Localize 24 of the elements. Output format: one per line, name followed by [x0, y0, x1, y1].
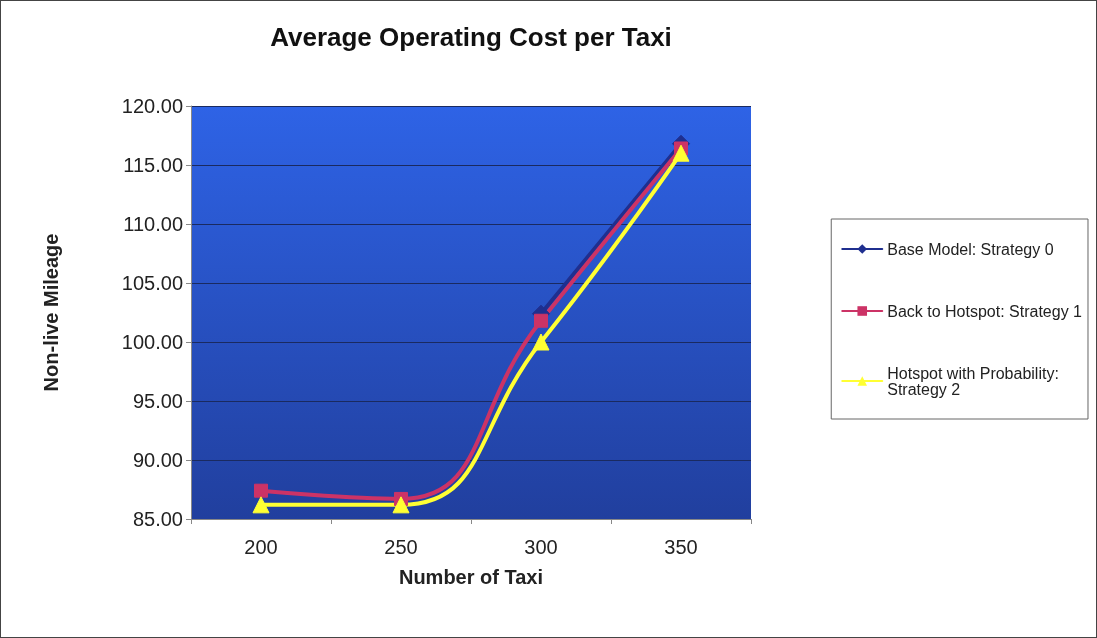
legend-label: Hotspot with Probability: Strategy 2 — [887, 364, 1064, 398]
x-tick-label: 250 — [384, 536, 418, 558]
y-axis-title: Non-live Mileage — [40, 233, 62, 392]
y-tick-label: 100.00 — [121, 331, 183, 353]
legend-label: Back to Hotspot: Strategy 1 — [887, 302, 1083, 320]
y-tick-label: 85.00 — [132, 508, 183, 530]
y-tick-label: 105.00 — [121, 272, 183, 294]
point — [534, 313, 548, 328]
x-tick-label: 350 — [664, 536, 698, 558]
point — [532, 333, 550, 351]
y-tick-label: 90.00 — [132, 449, 183, 471]
y-tick-label: 95.00 — [132, 390, 183, 412]
point — [254, 483, 268, 498]
y-tick-label: 115.00 — [123, 154, 183, 176]
chart-title: Average Operating Cost per Taxi — [270, 22, 672, 52]
y-tick-label: 120.00 — [121, 95, 183, 117]
point — [252, 496, 270, 514]
legend-label: Base Model: Strategy 0 — [887, 240, 1054, 258]
point — [392, 496, 410, 514]
point — [672, 144, 690, 162]
y-tick-label: 110.00 — [123, 213, 183, 235]
x-tick-label: 300 — [524, 536, 558, 558]
x-axis-title: Number of Taxi — [398, 566, 544, 588]
x-tick-label: 200 — [244, 536, 278, 558]
